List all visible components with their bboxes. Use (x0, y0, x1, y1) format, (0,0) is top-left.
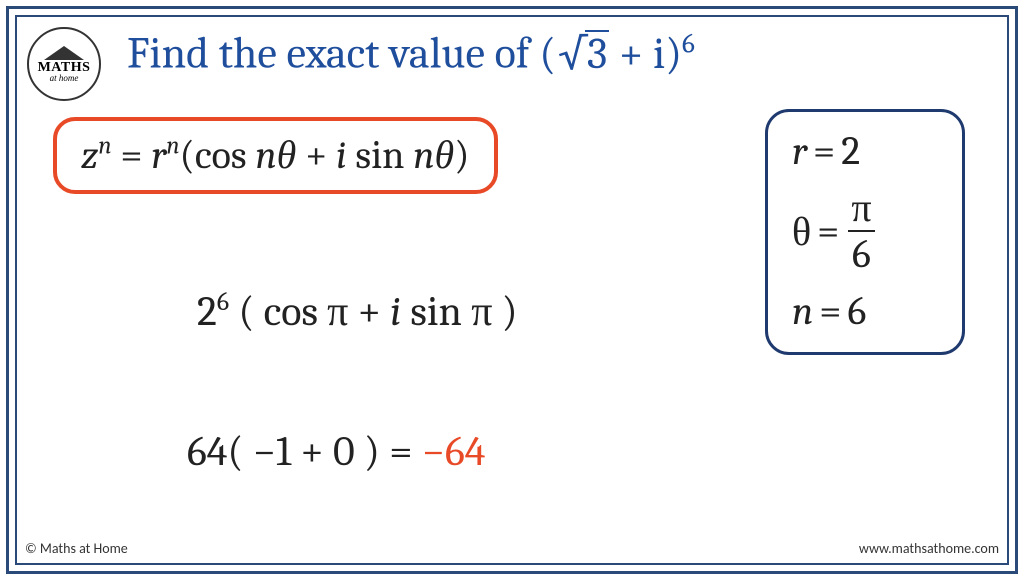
arg2: π (471, 287, 492, 336)
r-exp: n (166, 133, 179, 161)
theta-label: θ (792, 208, 811, 255)
term2: 0 (333, 427, 355, 476)
cos-fn: cos (195, 132, 256, 178)
frac-num: π (847, 188, 875, 230)
final-answer: −64 (422, 427, 486, 476)
i-var: i (390, 287, 410, 336)
ntheta1: nθ (255, 132, 296, 178)
cos-fn: cos (264, 287, 328, 336)
frac-den: 6 (848, 230, 875, 274)
paren-open: ( (229, 287, 264, 336)
radicand: 3 (585, 30, 609, 76)
roof-icon (44, 46, 84, 60)
n-val: 6 (847, 288, 866, 334)
term1: −1 (253, 427, 291, 476)
sqrt-icon: 3 (556, 28, 609, 79)
paren-close: ) (355, 427, 390, 476)
n-label: n (792, 288, 813, 334)
plus: + (348, 287, 390, 336)
paren-close: ) (665, 28, 682, 79)
inner-frame: MATHS at home Find the exact value of (3… (15, 15, 1009, 565)
r-label: r (792, 128, 807, 174)
paren-open: ( (227, 427, 252, 476)
paren-close: ) (492, 287, 517, 336)
logo-line2: at home (50, 74, 79, 82)
r-row: r = 2 (792, 128, 942, 174)
equals: = (389, 427, 422, 476)
eq: = (819, 288, 841, 334)
eq: = (813, 128, 835, 174)
n-row: n = 6 (792, 288, 942, 334)
paren-open: ( (180, 132, 195, 178)
sin-fn: sin (410, 287, 471, 336)
ntheta2: nθ (413, 132, 454, 178)
r-val: 2 (841, 128, 860, 174)
footer-copyright: © Maths at Home (25, 540, 128, 557)
title-prefix: Find the exact value of (127, 28, 539, 79)
logo-at: at (50, 73, 57, 83)
exp: 6 (217, 287, 229, 317)
outer-frame: MATHS at home Find the exact value of (3… (6, 6, 1018, 574)
z-exp: n (98, 133, 111, 161)
substitution-step: 26 ( cos π + i sin π ) (197, 287, 518, 336)
title-expression: (3 + i)6 (539, 28, 695, 79)
base: 2 (197, 287, 217, 336)
i-var: i (653, 28, 665, 79)
plus: + (296, 132, 336, 178)
r-var: r (151, 132, 166, 178)
equals: = (112, 132, 152, 178)
logo-home: home (59, 73, 79, 83)
eq: = (817, 208, 839, 254)
arg1: π (327, 287, 348, 336)
i-var: i (336, 132, 355, 178)
formula-box: zn = rn(cos nθ + i sin nθ) (53, 117, 498, 194)
fraction: π 6 (847, 188, 875, 274)
sin-fn: sin (355, 132, 413, 178)
exponent: 6 (682, 27, 695, 59)
plus: + (609, 28, 653, 79)
paren-close: ) (454, 132, 469, 178)
z-var: z (81, 132, 98, 178)
result-step: 64( −1 + 0 ) = −64 (187, 427, 485, 476)
plus: + (291, 427, 333, 476)
page-title: Find the exact value of (3 + i)6 (127, 27, 987, 79)
values-box: r = 2 θ = π 6 n = 6 (765, 109, 965, 355)
coeff: 64 (187, 427, 227, 476)
paren-open: ( (539, 28, 556, 79)
theta-row: θ = π 6 (792, 188, 942, 274)
footer-url: www.mathsathome.com (859, 540, 999, 557)
brand-logo: MATHS at home (27, 27, 101, 101)
